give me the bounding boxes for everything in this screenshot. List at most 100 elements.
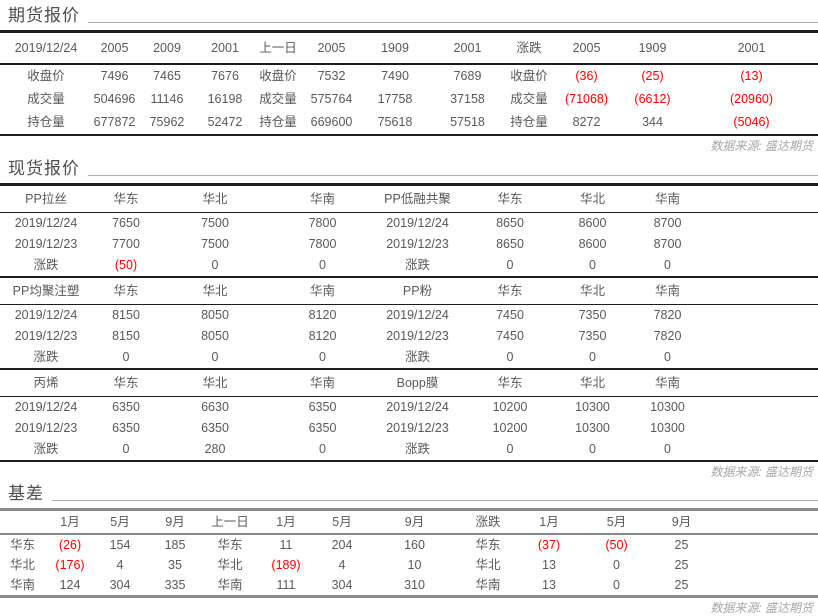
row-label: 2019/12/24	[386, 308, 449, 322]
cell: 0	[506, 442, 514, 456]
row-label: 持仓量	[510, 115, 548, 129]
row-label: 持仓量	[27, 115, 65, 129]
title-rule	[52, 500, 818, 501]
column-header: 华北	[560, 276, 625, 305]
cell: 304	[109, 577, 131, 592]
cell: 0	[319, 350, 326, 364]
product-header: PP低融共聚	[375, 184, 460, 213]
basis-section-title: 基差	[8, 484, 44, 503]
column-header: 5月	[317, 509, 367, 535]
row-label: 华南	[9, 577, 35, 592]
cell: 13	[542, 577, 556, 592]
column-header: 2001	[685, 31, 818, 65]
cell: 8120	[308, 308, 337, 322]
cell: 7800	[308, 216, 337, 230]
column-header: 9月	[649, 509, 714, 535]
cell: 111	[276, 577, 296, 592]
data-source-note: 数据来源: 盛达期货	[710, 139, 813, 153]
data-source-note: 数据来源: 盛达期货	[710, 465, 813, 479]
cell: 204	[331, 537, 353, 552]
table-row: 2019/12/23 8150 8050 8120 2019/12/23 745…	[0, 326, 818, 347]
spacer-cell	[710, 213, 818, 235]
column-header: 1月	[45, 509, 95, 535]
cell: 7820	[653, 329, 682, 343]
cell: (26)	[58, 537, 82, 552]
table-row: 华南 124 304 335 华南 111 304 310 华南 13 0 25	[0, 575, 818, 597]
column-header: 华南	[625, 276, 710, 305]
row-label: 涨跌	[404, 258, 430, 272]
cell: 11146	[150, 92, 184, 106]
column-header: 华北	[160, 368, 270, 397]
cell: 6630	[201, 400, 229, 414]
table-row: 持仓量 677872 75962 52472 持仓量 669600 75618 …	[0, 111, 818, 135]
row-label: 2019/12/24	[14, 400, 78, 414]
cell: 304	[331, 577, 353, 592]
column-header: 华北	[560, 368, 625, 397]
cell: 10	[407, 557, 422, 572]
data-source-note: 数据来源: 盛达期货	[710, 601, 813, 615]
cell: 6350	[112, 400, 140, 414]
cell: 10300	[650, 400, 685, 414]
row-label: 涨跌	[33, 258, 59, 272]
cell: (13)	[740, 69, 763, 83]
column-header: 华东	[460, 368, 560, 397]
spot-title-row: 现货报价	[0, 154, 818, 183]
cell: 0	[664, 350, 671, 364]
spacer-cell	[710, 234, 818, 255]
cell: 75618	[377, 115, 413, 129]
column-header: 5月	[584, 509, 649, 535]
row-label: 2019/12/23	[386, 421, 449, 435]
cell: 0	[589, 350, 596, 364]
cell: 52472	[207, 115, 243, 129]
cell: (50)	[605, 537, 628, 552]
cell: 7500	[201, 216, 229, 230]
product-header: PP粉	[375, 276, 460, 305]
cell: 57518	[450, 115, 485, 129]
row-label: 华北	[217, 557, 243, 572]
cell: 344	[642, 115, 663, 129]
cell: 677872	[93, 115, 136, 129]
cell: 6350	[112, 421, 140, 435]
futures-section: 期货报价 2019/12/24 2005 2009 2001 上一日 2005 …	[0, 0, 818, 154]
cell: 10300	[575, 400, 610, 414]
row-label: 华东	[217, 537, 243, 552]
column-header: 华南	[270, 276, 375, 305]
column-header: 华北	[560, 184, 625, 213]
row-label: 华北	[9, 557, 35, 572]
cell: 6350	[201, 421, 229, 435]
cell: 7450	[496, 308, 524, 322]
row-label: 2019/12/24	[386, 400, 449, 414]
spacer-cell	[710, 276, 818, 305]
table-row: 2019/12/23 6350 6350 6350 2019/12/23 102…	[0, 418, 818, 439]
cell: 10300	[650, 421, 685, 435]
cell: 6350	[308, 400, 337, 414]
row-label: 华东	[9, 537, 35, 552]
cell: 10200	[492, 421, 528, 435]
column-header: 华北	[160, 184, 270, 213]
cell: 0	[664, 442, 671, 456]
title-rule	[88, 22, 818, 23]
basis-table: 1月 5月 9月 上一日 1月 5月 9月 涨跌 1月 5月 9月 华东 (26…	[0, 508, 818, 598]
cell: 0	[122, 350, 130, 364]
cell: 17758	[377, 92, 413, 106]
cell: 0	[211, 258, 219, 272]
row-label: 涨跌	[33, 350, 59, 364]
row-label: 2019/12/23	[386, 329, 449, 343]
cell: 0	[664, 258, 671, 272]
cell: 0	[589, 258, 596, 272]
cell: 8120	[308, 329, 337, 343]
cell: 7689	[453, 69, 482, 83]
cell: 154	[109, 537, 131, 552]
column-header: 2019/12/24	[0, 31, 92, 65]
column-header: 华东	[460, 184, 560, 213]
row-label: 涨跌	[404, 350, 430, 364]
cell: 0	[506, 350, 514, 364]
cell: (176)	[55, 557, 85, 572]
column-header: 2005	[303, 31, 360, 65]
spacer-cell	[710, 184, 818, 213]
cell: 8050	[201, 329, 229, 343]
cell: (5046)	[733, 115, 770, 129]
spot-table: PP拉丝 华东 华北 华南 PP低融共聚 华东 华北 华南 2019/12/24…	[0, 183, 818, 462]
cell: 8150	[112, 329, 140, 343]
futures-section-title: 期货报价	[8, 6, 80, 25]
